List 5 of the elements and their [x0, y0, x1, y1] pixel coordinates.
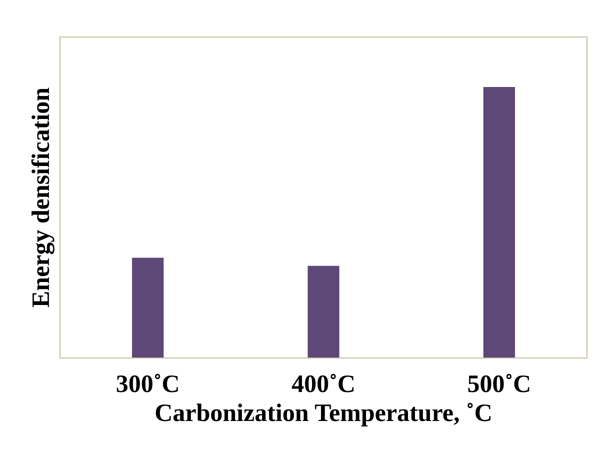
x-tick-label: 500˚C	[468, 374, 530, 392]
y-axis-title: Energy densification	[31, 88, 54, 308]
x-tick-label: 400˚C	[292, 374, 354, 392]
x-tick-label: 300˚C	[116, 374, 178, 392]
x-axis-title: Carbonization Temperature, ˚C	[156, 402, 490, 426]
